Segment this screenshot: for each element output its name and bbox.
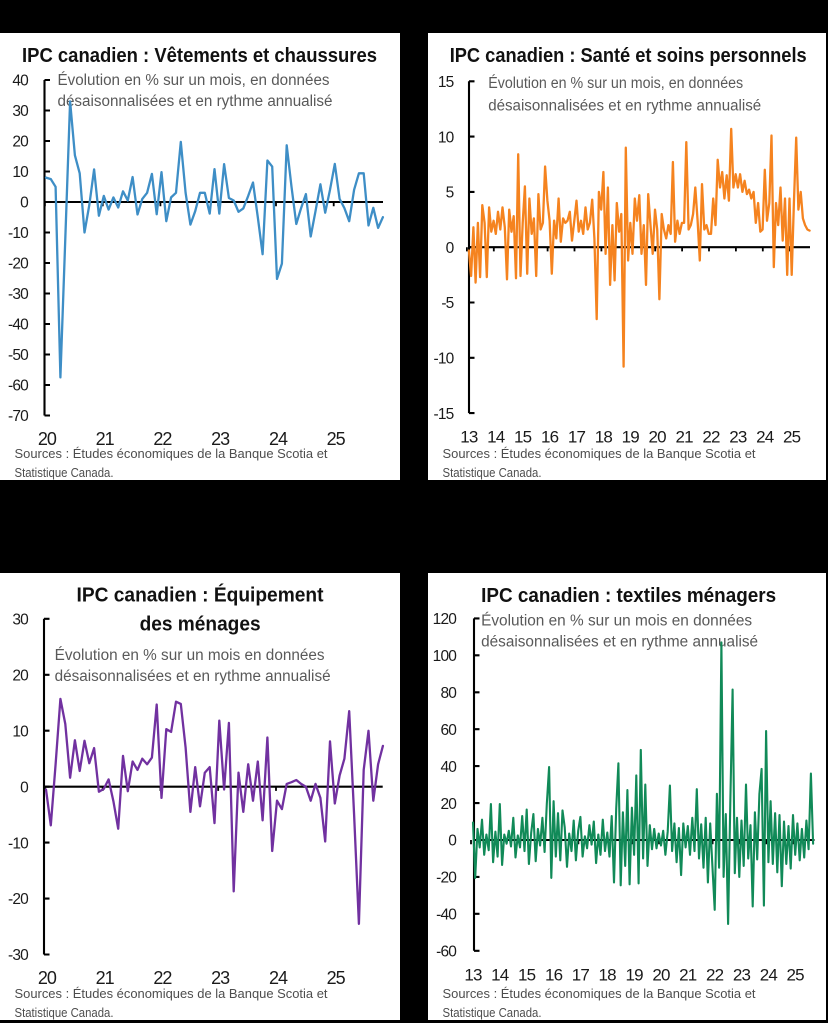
svg-text:21: 21 <box>96 968 115 988</box>
svg-text:14: 14 <box>487 428 505 447</box>
svg-text:100: 100 <box>433 648 458 665</box>
svg-text:24: 24 <box>269 968 288 988</box>
svg-text:-10: -10 <box>433 351 454 368</box>
svg-text:20: 20 <box>12 134 29 151</box>
svg-text:15: 15 <box>514 428 532 447</box>
svg-text:25: 25 <box>327 429 346 449</box>
svg-text:20: 20 <box>440 796 457 813</box>
svg-text:22: 22 <box>706 965 724 984</box>
svg-text:Statistique Canada.: Statistique Canada. <box>15 465 114 480</box>
svg-text:13: 13 <box>460 428 478 447</box>
svg-text:16: 16 <box>545 965 563 984</box>
svg-text:15: 15 <box>518 965 536 984</box>
svg-text:24: 24 <box>269 429 288 449</box>
svg-text:15: 15 <box>438 74 454 91</box>
svg-text:Évolution en % sur un mois, en: Évolution en % sur un mois, en données <box>488 75 743 92</box>
svg-text:23: 23 <box>211 429 230 449</box>
svg-text:22: 22 <box>153 429 172 449</box>
svg-text:-50: -50 <box>8 347 29 364</box>
svg-text:20: 20 <box>652 965 670 984</box>
svg-text:17: 17 <box>568 428 586 447</box>
svg-text:désaisonnalisées et en rythme: désaisonnalisées et en rythme annualisé <box>481 633 758 650</box>
svg-text:13: 13 <box>464 965 482 984</box>
svg-text:19: 19 <box>625 965 643 984</box>
svg-text:désaisonnalisées et en rythme: désaisonnalisées et en rythme annualisé <box>58 93 333 110</box>
svg-text:20: 20 <box>38 429 57 449</box>
svg-text:IPC canadien : textiles ménage: IPC canadien : textiles ménagers <box>481 585 776 607</box>
svg-text:0: 0 <box>20 195 29 212</box>
svg-text:25: 25 <box>327 968 346 988</box>
svg-text:désaisonnalisées et en rythme: désaisonnalisées et en rythme annualisé <box>55 668 331 685</box>
svg-text:17: 17 <box>572 965 590 984</box>
svg-text:-20: -20 <box>436 870 457 887</box>
svg-text:-20: -20 <box>8 256 29 273</box>
svg-text:IPC canadien : Équipement: IPC canadien : Équipement <box>77 584 324 607</box>
svg-text:-10: -10 <box>8 225 29 242</box>
svg-text:Statistique Canada.: Statistique Canada. <box>443 1005 542 1020</box>
svg-text:25: 25 <box>787 965 805 984</box>
svg-text:16: 16 <box>541 428 559 447</box>
svg-text:Évolution en % sur un mois, en: Évolution en % sur un mois, en données <box>58 72 330 89</box>
svg-text:19: 19 <box>622 428 640 447</box>
svg-text:10: 10 <box>438 129 455 146</box>
svg-text:21: 21 <box>675 428 693 447</box>
svg-text:Sources : Études économiques d: Sources : Études économiques de la Banqu… <box>15 986 328 1001</box>
svg-text:25: 25 <box>783 428 801 447</box>
svg-text:0: 0 <box>448 833 457 850</box>
svg-text:-15: -15 <box>433 406 453 423</box>
svg-text:24: 24 <box>756 428 774 447</box>
svg-text:Statistique Canada.: Statistique Canada. <box>443 465 542 480</box>
svg-text:22: 22 <box>702 428 720 447</box>
svg-text:22: 22 <box>153 968 172 988</box>
svg-text:-70: -70 <box>8 408 29 425</box>
svg-text:24: 24 <box>760 965 778 984</box>
svg-text:Sources : Études économiques d: Sources : Études économiques de la Banqu… <box>15 446 328 461</box>
svg-text:-30: -30 <box>8 947 29 964</box>
svg-text:20: 20 <box>12 668 29 685</box>
svg-text:Évolution en % sur un mois en: Évolution en % sur un mois en données <box>481 613 752 630</box>
svg-text:Sources : Études économiques d: Sources : Études économiques de la Banqu… <box>443 446 756 461</box>
svg-text:-60: -60 <box>8 378 29 395</box>
svg-text:14: 14 <box>491 965 509 984</box>
svg-text:20: 20 <box>38 968 57 988</box>
svg-text:23: 23 <box>733 965 751 984</box>
svg-text:-40: -40 <box>436 907 457 924</box>
svg-text:10: 10 <box>12 164 29 181</box>
svg-text:IPC canadien : Vêtements et ch: IPC canadien : Vêtements et chaussures <box>22 45 377 67</box>
svg-text:18: 18 <box>595 428 613 447</box>
svg-text:IPC canadien : Santé et soins: IPC canadien : Santé et soins personnels <box>450 45 807 67</box>
svg-text:-5: -5 <box>441 295 453 312</box>
svg-text:10: 10 <box>12 723 29 740</box>
svg-text:-30: -30 <box>8 286 29 303</box>
svg-text:80: 80 <box>440 685 457 702</box>
svg-text:60: 60 <box>440 722 457 739</box>
svg-text:18: 18 <box>599 965 617 984</box>
svg-text:Statistique Canada.: Statistique Canada. <box>15 1005 114 1020</box>
svg-text:120: 120 <box>433 611 458 628</box>
svg-text:désaisonnalisées et en rythme: désaisonnalisées et en rythme annualisé <box>488 98 761 115</box>
svg-text:20: 20 <box>649 428 667 447</box>
svg-text:30: 30 <box>12 103 29 120</box>
svg-text:des ménages: des ménages <box>140 614 261 636</box>
svg-text:40: 40 <box>12 73 29 90</box>
svg-text:Évolution en % sur un mois en: Évolution en % sur un mois en données <box>55 647 325 664</box>
svg-text:Sources : Études économiques d: Sources : Études économiques de la Banqu… <box>443 986 756 1001</box>
svg-text:5: 5 <box>446 185 454 202</box>
svg-text:0: 0 <box>446 240 455 257</box>
svg-text:23: 23 <box>211 968 230 988</box>
svg-text:30: 30 <box>12 612 29 629</box>
svg-text:21: 21 <box>96 429 115 449</box>
svg-text:-40: -40 <box>8 317 29 334</box>
svg-text:-60: -60 <box>436 944 457 961</box>
svg-text:23: 23 <box>729 428 747 447</box>
svg-text:40: 40 <box>440 759 457 776</box>
svg-text:0: 0 <box>20 779 29 796</box>
svg-text:-20: -20 <box>8 891 29 908</box>
svg-text:-10: -10 <box>8 835 29 852</box>
svg-text:21: 21 <box>679 965 697 984</box>
